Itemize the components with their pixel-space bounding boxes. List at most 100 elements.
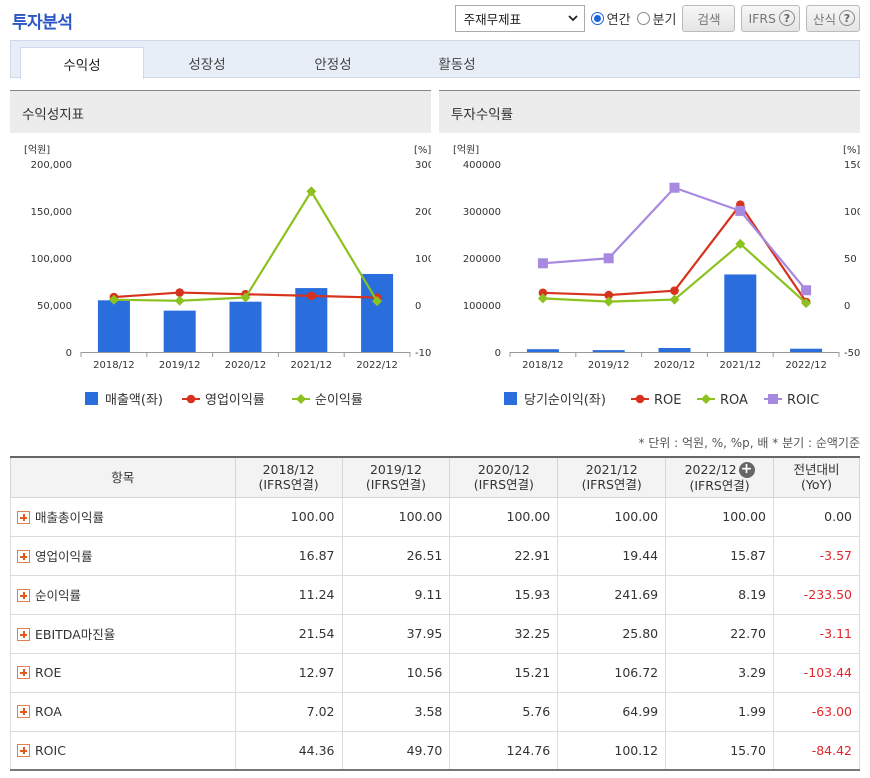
table-row: 매출총이익률 100.00 100.00 100.00 100.00 100.00 0.00 (10, 496, 860, 537)
value-cell: 1.99 (665, 691, 774, 732)
left-tick-label: 200,000 (31, 160, 72, 171)
expand-plus-icon[interactable] (17, 550, 30, 563)
right-tick-label: 50 (844, 254, 857, 265)
data-point (108, 294, 119, 305)
data-point (635, 394, 645, 404)
data-point (603, 253, 614, 264)
expand-plus-icon[interactable] (17, 628, 30, 641)
right-tick-label: -100 (415, 348, 431, 359)
legend-label: 매출액(좌) (105, 393, 163, 408)
row-label-cell[interactable]: ROA (10, 691, 236, 732)
yoy-cell: 0.00 (773, 496, 860, 537)
right-axis-unit: [%] (414, 145, 431, 156)
value-cell: 12.97 (234, 652, 343, 693)
bar (526, 349, 559, 352)
row-label: 순이익률 (35, 588, 82, 603)
tab-profitability[interactable]: 수익성 (20, 47, 144, 79)
formula-button[interactable]: 산식 ? (805, 4, 860, 32)
data-point (701, 394, 711, 404)
data-point (174, 295, 185, 306)
yoy-header: 전년대비 (YoY) (773, 456, 860, 498)
legend-swatch (504, 392, 517, 405)
statement-select[interactable]: 주재무제표 (454, 4, 585, 32)
radio-quarter[interactable]: 분기 (636, 9, 676, 28)
value-cell: 10.56 (341, 652, 451, 693)
left-axis-unit: [억원] (453, 144, 479, 156)
value-cell: 124.76 (449, 730, 559, 771)
data-point (669, 294, 680, 305)
value-cell: 100.00 (557, 496, 667, 537)
item-header: 항목 (10, 456, 236, 498)
radio-unchecked-icon (636, 11, 650, 25)
expand-plus-icon[interactable] (17, 511, 30, 524)
left-tick-label: 50,000 (37, 301, 72, 312)
row-label-cell[interactable]: 매출총이익률 (10, 496, 236, 537)
left-tick-label: 300000 (463, 207, 501, 218)
data-point (307, 291, 316, 301)
expand-plus-icon[interactable] (17, 743, 30, 757)
table-row: 영업이익률 16.87 26.51 22.91 19.44 15.87 -3.57 (10, 535, 860, 576)
x-tick-label: 2022/12 (356, 360, 398, 371)
tab-stability[interactable]: 안정성 (314, 56, 352, 73)
x-tick-label: 2018/12 (522, 360, 564, 371)
left-tick-label: 400000 (463, 160, 501, 171)
chevron-down-icon (567, 15, 578, 22)
left-tick-label: 0 (66, 348, 72, 359)
row-label-cell[interactable]: ROIC (10, 730, 236, 771)
data-point (604, 290, 613, 300)
value-cell: 241.69 (557, 574, 667, 615)
ifrs-button-label: IFRS (748, 10, 776, 26)
bar (361, 273, 394, 352)
value-cell: 21.54 (234, 613, 343, 654)
series-line (542, 186, 807, 291)
data-point (603, 296, 614, 307)
expand-plus-icon[interactable] (17, 589, 30, 602)
column-period: 2019/12 (369, 462, 422, 478)
left-tick-label: 100000 (463, 301, 501, 312)
legend-swatch (85, 392, 98, 405)
column-period: 2021/12 (585, 462, 638, 478)
tab-activity[interactable]: 활동성 (438, 56, 476, 73)
ifrs-button[interactable]: IFRS ? (741, 4, 800, 32)
return-chart: [억원] [%] 400000 300000 200000 100000 0 150 100 50… (453, 144, 860, 408)
search-button[interactable]: 검색 (682, 4, 736, 32)
radio-checked-icon (590, 11, 604, 25)
profitability-chart-panel: 수익성지표 [억원] [%] 200,000 150,000 100,000 50,000… (10, 90, 431, 412)
add-column-icon[interactable]: + (738, 461, 755, 478)
expand-plus-icon[interactable] (17, 666, 30, 679)
table-row: ROA 7.02 3.58 5.76 64.99 1.99 -63.00 (10, 691, 860, 732)
row-label-cell[interactable]: 순이익률 (10, 574, 236, 615)
legend-label: ROE (654, 393, 681, 408)
data-point (372, 296, 383, 307)
data-point (240, 292, 251, 303)
right-tick-label: 200 (415, 207, 431, 218)
value-cell: 49.70 (341, 730, 451, 771)
row-label-cell[interactable]: 영업이익률 (10, 535, 236, 576)
yoy-cell: -3.57 (773, 535, 860, 576)
column-header: 2020/12 (IFRS연결) (449, 456, 559, 498)
radio-annual[interactable]: 연간 (590, 9, 631, 28)
value-cell: 25.80 (557, 613, 667, 654)
table-row: 순이익률 11.24 9.11 15.93 241.69 8.19 -233.50 (10, 574, 860, 615)
page-title: 투자분석 (12, 13, 73, 33)
bar (724, 274, 757, 352)
tab-growth[interactable]: 성장성 (188, 56, 226, 73)
column-basis: (IFRS연결) (365, 477, 427, 493)
x-tick-label: 2021/12 (291, 360, 333, 371)
radio-annual-label: 연간 (606, 12, 631, 28)
value-cell: 44.36 (234, 730, 343, 771)
left-tick-label: 0 (495, 348, 501, 359)
row-label: 영업이익률 (35, 549, 93, 564)
x-tick-label: 2020/12 (654, 360, 696, 371)
row-label-cell[interactable]: EBITDA마진율 (10, 613, 236, 654)
row-label-cell[interactable]: ROE (10, 652, 236, 693)
column-header: 2022/12 + (IFRS연결) (665, 456, 774, 498)
bar (97, 300, 130, 352)
expand-plus-icon[interactable] (17, 705, 30, 718)
value-cell: 15.70 (665, 730, 774, 771)
right-tick-label: 300 (415, 160, 431, 171)
value-cell: 100.00 (449, 496, 559, 537)
value-cell: 100.00 (341, 496, 451, 537)
yoy-subtitle: (YoY) (800, 477, 832, 493)
value-cell: 16.87 (234, 535, 343, 576)
